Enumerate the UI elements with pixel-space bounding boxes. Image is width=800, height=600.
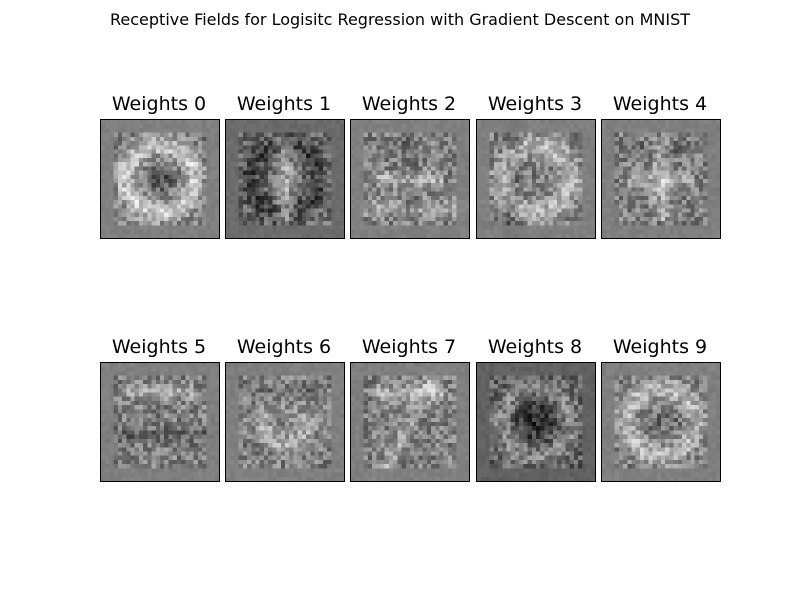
panel-title-6: Weights 6 (236, 336, 332, 358)
weights-heatmap-2 (350, 119, 470, 239)
weights-heatmap-0 (100, 119, 220, 239)
weights-heatmap-3 (476, 119, 596, 239)
panel-title-3: Weights 3 (487, 93, 583, 115)
panel-title-1: Weights 1 (236, 93, 332, 115)
weights-heatmap-7 (350, 362, 470, 482)
panel-title-9: Weights 9 (612, 336, 708, 358)
weights-heatmap-5 (100, 362, 220, 482)
panel-title-2: Weights 2 (361, 93, 457, 115)
panel-title-8: Weights 8 (487, 336, 583, 358)
panel-title-0: Weights 0 (111, 93, 207, 115)
panel-title-7: Weights 7 (361, 336, 457, 358)
panel-title-4: Weights 4 (612, 93, 708, 115)
weights-heatmap-6 (225, 362, 345, 482)
weights-heatmap-9 (601, 362, 721, 482)
panel-title-5: Weights 5 (111, 336, 207, 358)
weights-heatmap-4 (601, 119, 721, 239)
weights-heatmap-8 (476, 362, 596, 482)
weights-heatmap-1 (225, 119, 345, 239)
figure-title: Receptive Fields for Logisitc Regression… (110, 10, 690, 29)
